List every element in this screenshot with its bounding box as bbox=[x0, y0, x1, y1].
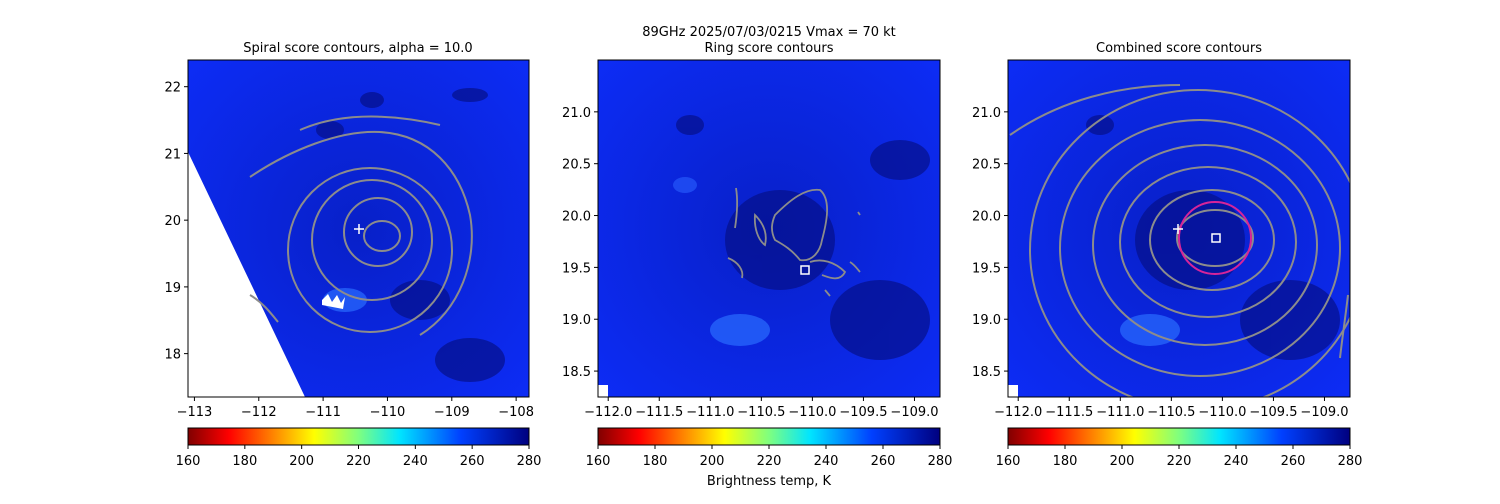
x-tick-label: −109.5 bbox=[1249, 405, 1297, 420]
axis-ticks: −112.0 −111.5 −111.0 −110.5 −110.0 −109.5 −109… bbox=[562, 106, 938, 420]
axes-frame bbox=[597, 59, 941, 398]
colorbar-gradient bbox=[1007, 427, 1351, 446]
panel-title: Spiral score contours, alpha = 10.0 bbox=[243, 41, 472, 56]
axes-frame bbox=[187, 59, 530, 398]
no-data-region bbox=[188, 152, 305, 397]
x-tick-label: −111.0 bbox=[686, 405, 734, 420]
x-tick-label: −109.0 bbox=[890, 405, 938, 420]
colorbar-tick-label: 180 bbox=[1053, 454, 1078, 469]
y-tick-label: 20.0 bbox=[972, 210, 1001, 225]
figure-suptitle: 89GHz 2025/07/03/0215 Vmax = 70 kt bbox=[642, 25, 896, 40]
colorbar-tick-label: 260 bbox=[871, 454, 896, 469]
ring-circle bbox=[1178, 201, 1252, 275]
spiral-center-marker bbox=[354, 224, 364, 234]
ring-center-marker bbox=[800, 265, 810, 275]
y-tick-label: 19.0 bbox=[972, 313, 1001, 328]
colorbar-gradient bbox=[187, 427, 530, 446]
y-tick-label: 18 bbox=[164, 348, 181, 363]
colorbar-tick-label: 240 bbox=[1224, 454, 1249, 469]
y-tick-label: 20.0 bbox=[562, 210, 591, 225]
axes-frame bbox=[1007, 59, 1351, 398]
y-tick-label: 21 bbox=[164, 147, 181, 162]
warm-patch bbox=[673, 177, 697, 193]
axis-ticks: −112.0 −111.5 −111.0 −110.5 −110.0 −109.5 −109… bbox=[972, 106, 1348, 420]
colorbar-tick-label: 220 bbox=[1167, 454, 1192, 469]
y-tick-label: 18.5 bbox=[972, 365, 1001, 380]
y-tick-label: 18.5 bbox=[562, 365, 591, 380]
colorbar-2: 160 180 200 220 240 260 280 bbox=[996, 427, 1363, 469]
y-tick-label: 22 bbox=[164, 81, 181, 96]
colorbar-tick-label: 280 bbox=[517, 454, 542, 469]
colorbar-tick-label: 240 bbox=[403, 454, 428, 469]
cold-cloud-patches bbox=[676, 115, 930, 360]
colorbar-ticks: 160 180 200 220 240 260 280 bbox=[586, 445, 953, 469]
colorbar-tick-label: 240 bbox=[814, 454, 839, 469]
colorbar-tick-label: 160 bbox=[996, 454, 1021, 469]
x-tick-label: −111.0 bbox=[1096, 405, 1144, 420]
first-guess-marker bbox=[1173, 224, 1183, 234]
y-tick-label: 21.0 bbox=[562, 106, 591, 121]
colorbar-tick-label: 180 bbox=[643, 454, 668, 469]
panel-combined: Combined score contours bbox=[972, 41, 1351, 420]
combined-contours bbox=[1009, 84, 1350, 397]
panel-ring: Ring score contours bbox=[562, 41, 941, 420]
axis-ticks: −113 −112 −111 −110 −109 −108 18 19 20 21 22 bbox=[164, 81, 534, 420]
panel-spiral: Spiral score contours, alpha = 10.0 bbox=[164, 41, 534, 420]
colorbar-label: Brightness temp, K bbox=[707, 474, 832, 489]
colorbar-gradient bbox=[597, 427, 941, 446]
ring-contours bbox=[727, 187, 861, 297]
colorbar-1: 160 180 200 220 240 260 280 bbox=[586, 427, 953, 469]
x-tick-label: −110.0 bbox=[788, 405, 836, 420]
x-tick-label: −112.0 bbox=[994, 405, 1042, 420]
y-tick-label: 21.0 bbox=[972, 106, 1001, 121]
colorbar-tick-label: 260 bbox=[1281, 454, 1306, 469]
colorbar-tick-label: 160 bbox=[176, 454, 201, 469]
x-tick-label: −110.5 bbox=[1147, 405, 1195, 420]
colorbar-tick-label: 180 bbox=[232, 454, 257, 469]
y-tick-label: 20 bbox=[164, 214, 181, 229]
x-tick-label: −109.0 bbox=[1300, 405, 1348, 420]
colorbar-tick-label: 160 bbox=[586, 454, 611, 469]
x-tick-label: −109.5 bbox=[839, 405, 887, 420]
spiral-marker-cluster bbox=[322, 294, 345, 309]
x-tick-label: −112 bbox=[241, 405, 277, 420]
colorbar-tick-label: 200 bbox=[700, 454, 725, 469]
edge-pixels bbox=[598, 385, 608, 397]
y-tick-label: 19.5 bbox=[972, 261, 1001, 276]
panel-title: Combined score contours bbox=[1096, 41, 1262, 56]
y-tick-label: 19.5 bbox=[562, 261, 591, 276]
colorbar-ticks: 160 180 200 220 240 260 280 bbox=[996, 445, 1363, 469]
x-tick-label: −113 bbox=[177, 405, 213, 420]
colorbar-tick-label: 200 bbox=[289, 454, 314, 469]
x-tick-label: −112.0 bbox=[584, 405, 632, 420]
y-tick-label: 20.5 bbox=[972, 158, 1001, 173]
x-tick-label: −110.0 bbox=[1198, 405, 1246, 420]
colorbar-tick-label: 280 bbox=[1338, 454, 1363, 469]
combined-center-marker bbox=[1211, 233, 1221, 243]
x-tick-label: −109 bbox=[434, 405, 470, 420]
colorbar-ticks: 160 180 200 220 240 260 280 bbox=[176, 445, 542, 469]
x-tick-label: −108 bbox=[498, 405, 534, 420]
x-tick-label: −111 bbox=[305, 405, 341, 420]
edge-pixels bbox=[1008, 385, 1018, 397]
y-tick-label: 20.5 bbox=[562, 158, 591, 173]
x-tick-label: −111.5 bbox=[1045, 405, 1093, 420]
warm-patch bbox=[710, 314, 770, 346]
spiral-contours bbox=[249, 115, 473, 336]
x-tick-label: −111.5 bbox=[635, 405, 683, 420]
colorbar-tick-label: 220 bbox=[346, 454, 371, 469]
panel-title: Ring score contours bbox=[704, 41, 833, 56]
x-tick-label: −110.5 bbox=[737, 405, 785, 420]
colorbar-0: 160 180 200 220 240 260 280 bbox=[176, 427, 542, 469]
y-tick-label: 19 bbox=[164, 281, 181, 296]
colorbar-tick-label: 280 bbox=[928, 454, 953, 469]
colorbar-tick-label: 200 bbox=[1110, 454, 1135, 469]
y-tick-label: 19.0 bbox=[562, 313, 591, 328]
colorbar-tick-label: 220 bbox=[757, 454, 782, 469]
colorbar-tick-label: 260 bbox=[460, 454, 485, 469]
x-tick-label: −110 bbox=[370, 405, 406, 420]
